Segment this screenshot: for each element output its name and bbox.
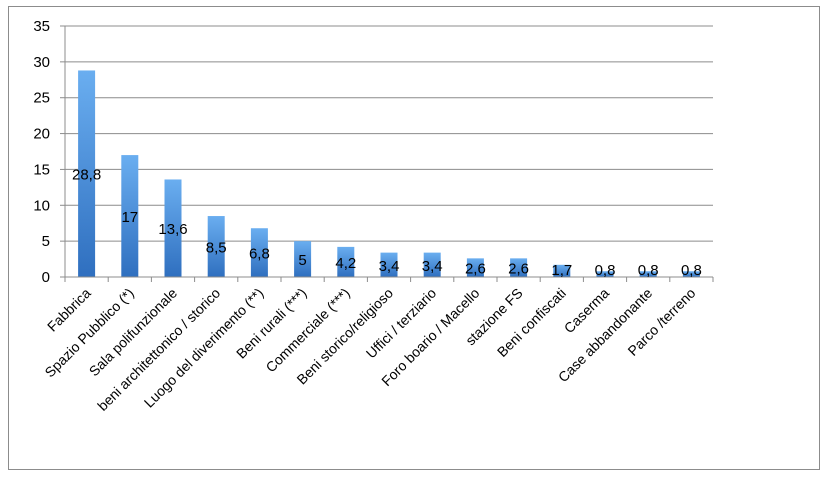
y-tick-label: 5 xyxy=(42,233,50,250)
data-label: 5 xyxy=(298,252,306,269)
bars xyxy=(78,70,700,277)
data-label: 4,2 xyxy=(335,255,356,272)
data-label: 1,7 xyxy=(551,262,572,279)
data-label: 2,6 xyxy=(465,261,486,278)
bar xyxy=(553,264,571,277)
data-labels: 28,8 17 13,6 8,5 6,8 5 4,2 3,4 3,4 2,6 2,6 1,7 0,8 0,… xyxy=(72,167,702,279)
data-label: 0,8 xyxy=(595,262,616,279)
y-tick-label: 0 xyxy=(42,269,50,286)
y-tick-label: 15 xyxy=(33,161,50,178)
data-label: 3,4 xyxy=(379,258,400,275)
gridlines xyxy=(65,25,713,242)
data-label: 0,8 xyxy=(681,262,702,279)
bar xyxy=(423,252,441,277)
bar xyxy=(596,271,614,277)
bar xyxy=(164,179,182,277)
data-label: 17 xyxy=(121,209,138,226)
chart-frame xyxy=(8,6,820,470)
y-tick-label: 30 xyxy=(33,54,50,71)
axes xyxy=(64,26,714,282)
bar xyxy=(207,216,225,277)
bar xyxy=(466,258,484,277)
bar xyxy=(121,155,139,277)
bar xyxy=(294,241,312,277)
data-label: 6,8 xyxy=(249,246,270,263)
y-axis-ticks: 0 5 10 15 20 25 30 35 xyxy=(33,18,65,286)
data-label: 3,4 xyxy=(422,258,443,275)
bar xyxy=(78,70,96,277)
bar xyxy=(337,246,355,277)
data-label: 8,5 xyxy=(206,240,227,257)
bar xyxy=(639,271,657,277)
y-tick-label: 35 xyxy=(33,18,50,35)
bar xyxy=(682,271,700,277)
data-label: 13,6 xyxy=(158,221,187,238)
y-tick-label: 20 xyxy=(33,126,50,143)
bar xyxy=(250,228,268,277)
data-label: 28,8 xyxy=(72,167,101,184)
data-label: 2,6 xyxy=(508,261,529,278)
y-tick-label: 10 xyxy=(33,197,50,214)
bar xyxy=(510,258,528,277)
y-tick-label: 25 xyxy=(33,90,50,107)
bar xyxy=(380,252,398,277)
data-label: 0,8 xyxy=(638,262,659,279)
